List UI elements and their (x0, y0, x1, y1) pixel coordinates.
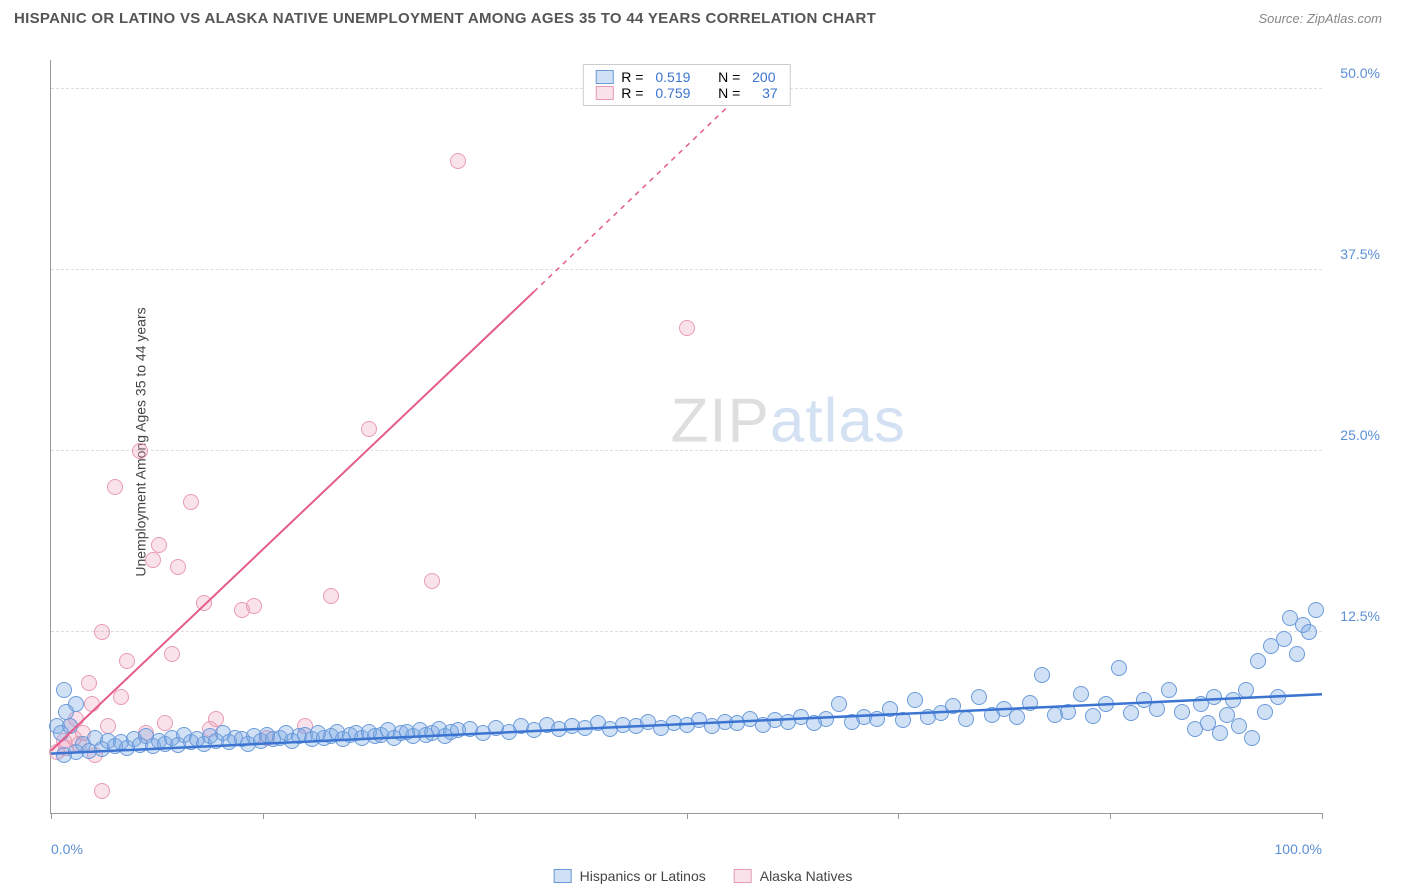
scatter-point (164, 646, 180, 662)
scatter-point (958, 711, 974, 727)
scatter-point (1244, 730, 1260, 746)
gridline-h (51, 450, 1322, 451)
scatter-point (94, 783, 110, 799)
scatter-point (1212, 725, 1228, 741)
swatch-alaska (595, 86, 613, 100)
scatter-point (679, 320, 695, 336)
scatter-point (145, 552, 161, 568)
chart-title: HISPANIC OR LATINO VS ALASKA NATIVE UNEM… (14, 10, 876, 27)
x-tick-mark (51, 813, 52, 819)
stats-row-hispanic: R = 0.519 N = 200 (595, 69, 777, 85)
swatch-alaska-icon (734, 869, 752, 883)
x-tick-mark (898, 813, 899, 819)
scatter-point (53, 725, 69, 741)
scatter-point (323, 588, 339, 604)
swatch-hispanic (595, 70, 613, 84)
scatter-point (971, 689, 987, 705)
source-label: Source: ZipAtlas.com (1258, 11, 1382, 26)
scatter-point (196, 595, 212, 611)
scatter-point (831, 696, 847, 712)
scatter-point (1073, 686, 1089, 702)
y-tick-label: 37.5% (1340, 246, 1380, 262)
n-value-hispanic: 200 (752, 69, 775, 85)
scatter-point (424, 573, 440, 589)
x-tick-mark (1322, 813, 1323, 819)
stats-legend: R = 0.519 N = 200 R = 0.759 N = 37 (582, 64, 790, 106)
x-tick-mark (1110, 813, 1111, 819)
plot-area: ZIPatlas R = 0.519 N = 200 R = 0.759 N =… (50, 60, 1322, 814)
scatter-point (1308, 602, 1324, 618)
scatter-point (1270, 689, 1286, 705)
scatter-point (56, 682, 72, 698)
scatter-point (1250, 653, 1266, 669)
scatter-point (1034, 667, 1050, 683)
stats-row-alaska: R = 0.759 N = 37 (595, 85, 777, 101)
scatter-point (1257, 704, 1273, 720)
scatter-point (1161, 682, 1177, 698)
scatter-point (151, 537, 167, 553)
scatter-point (1022, 695, 1038, 711)
gridline-h (51, 269, 1322, 270)
n-value-alaska: 37 (752, 85, 778, 101)
series-legend: Hispanics or Latinos Alaska Natives (554, 868, 853, 884)
n-label: N = (718, 69, 744, 85)
chart-container: Unemployment Among Ages 35 to 44 years Z… (14, 42, 1386, 842)
scatter-point (1301, 624, 1317, 640)
regression-lines (51, 60, 1322, 813)
scatter-point (132, 443, 148, 459)
scatter-point (1276, 631, 1292, 647)
x-tick-mark (263, 813, 264, 819)
x-tick-mark (475, 813, 476, 819)
scatter-point (113, 689, 129, 705)
gridline-h (51, 631, 1322, 632)
scatter-point (94, 624, 110, 640)
scatter-point (246, 598, 262, 614)
scatter-point (1289, 646, 1305, 662)
legend-item-hispanic: Hispanics or Latinos (554, 868, 706, 884)
scatter-point (907, 692, 923, 708)
scatter-point (107, 479, 123, 495)
scatter-point (58, 704, 74, 720)
n-label: N = (718, 85, 744, 101)
y-tick-label: 12.5% (1340, 608, 1380, 624)
legend-label-hispanic: Hispanics or Latinos (580, 868, 706, 884)
scatter-point (1009, 709, 1025, 725)
r-label: R = (621, 85, 647, 101)
swatch-hispanic-icon (554, 869, 572, 883)
scatter-point (1060, 704, 1076, 720)
scatter-point (895, 712, 911, 728)
y-tick-label: 25.0% (1340, 427, 1380, 443)
x-tick-mark (687, 813, 688, 819)
scatter-point (1206, 689, 1222, 705)
scatter-point (818, 711, 834, 727)
r-value-hispanic: 0.519 (655, 69, 690, 85)
scatter-point (1123, 705, 1139, 721)
r-value-alaska: 0.759 (655, 85, 690, 101)
r-label: R = (621, 69, 647, 85)
scatter-point (119, 653, 135, 669)
scatter-point (1149, 701, 1165, 717)
scatter-point (450, 153, 466, 169)
y-tick-label: 50.0% (1340, 65, 1380, 81)
scatter-point (1174, 704, 1190, 720)
scatter-point (1085, 708, 1101, 724)
x-tick-label: 0.0% (51, 841, 83, 857)
scatter-point (81, 675, 97, 691)
scatter-point (1111, 660, 1127, 676)
scatter-point (945, 698, 961, 714)
scatter-point (170, 559, 186, 575)
x-tick-label: 100.0% (1275, 841, 1322, 857)
scatter-point (183, 494, 199, 510)
scatter-point (1238, 682, 1254, 698)
legend-item-alaska: Alaska Natives (734, 868, 853, 884)
scatter-point (361, 421, 377, 437)
scatter-point (1098, 696, 1114, 712)
watermark: ZIPatlas (670, 386, 905, 457)
legend-label-alaska: Alaska Natives (760, 868, 853, 884)
scatter-point (84, 696, 100, 712)
